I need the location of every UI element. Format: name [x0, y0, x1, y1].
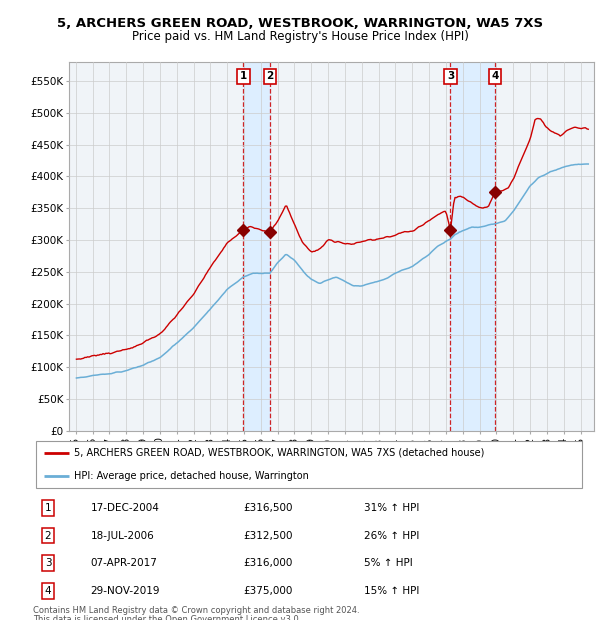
Text: £316,000: £316,000: [244, 558, 293, 568]
Text: £375,000: £375,000: [244, 586, 293, 596]
Text: 07-APR-2017: 07-APR-2017: [91, 558, 157, 568]
Text: £312,500: £312,500: [244, 531, 293, 541]
Text: 29-NOV-2019: 29-NOV-2019: [91, 586, 160, 596]
Text: 1: 1: [44, 503, 52, 513]
Text: Price paid vs. HM Land Registry's House Price Index (HPI): Price paid vs. HM Land Registry's House …: [131, 30, 469, 43]
Text: 31% ↑ HPI: 31% ↑ HPI: [364, 503, 419, 513]
Bar: [451, 62, 495, 431]
Text: 17-DEC-2004: 17-DEC-2004: [91, 503, 160, 513]
Text: 2: 2: [266, 71, 274, 81]
Bar: [244, 62, 270, 431]
Text: 1: 1: [240, 71, 247, 81]
Text: HPI: Average price, detached house, Warrington: HPI: Average price, detached house, Warr…: [74, 471, 309, 481]
Text: 4: 4: [44, 586, 52, 596]
Text: 5, ARCHERS GREEN ROAD, WESTBROOK, WARRINGTON, WA5 7XS: 5, ARCHERS GREEN ROAD, WESTBROOK, WARRIN…: [57, 17, 543, 30]
Text: 5% ↑ HPI: 5% ↑ HPI: [364, 558, 412, 568]
Text: Contains HM Land Registry data © Crown copyright and database right 2024.: Contains HM Land Registry data © Crown c…: [33, 606, 359, 616]
Text: 18-JUL-2006: 18-JUL-2006: [91, 531, 154, 541]
Text: 5, ARCHERS GREEN ROAD, WESTBROOK, WARRINGTON, WA5 7XS (detached house): 5, ARCHERS GREEN ROAD, WESTBROOK, WARRIN…: [74, 448, 485, 458]
Text: 15% ↑ HPI: 15% ↑ HPI: [364, 586, 419, 596]
Text: 3: 3: [447, 71, 454, 81]
Text: 26% ↑ HPI: 26% ↑ HPI: [364, 531, 419, 541]
Text: 4: 4: [491, 71, 499, 81]
Text: This data is licensed under the Open Government Licence v3.0.: This data is licensed under the Open Gov…: [33, 615, 301, 620]
FancyBboxPatch shape: [36, 441, 582, 488]
Text: 2: 2: [44, 531, 52, 541]
Text: £316,500: £316,500: [244, 503, 293, 513]
Text: 3: 3: [44, 558, 52, 568]
